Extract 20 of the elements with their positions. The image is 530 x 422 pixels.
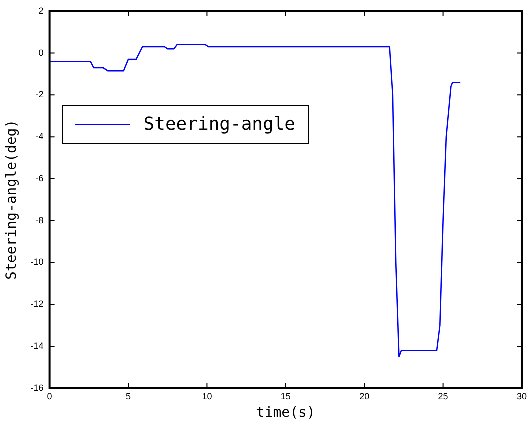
y-tick-label: 2 — [38, 6, 44, 16]
y-tick-label: -6 — [36, 173, 44, 184]
x-tick-label: 5 — [126, 391, 132, 402]
y-tick-label: -10 — [30, 257, 44, 268]
x-tick-label: 20 — [360, 391, 370, 402]
x-axis-title: time(s) — [256, 405, 316, 422]
y-tick-label: -12 — [30, 299, 44, 310]
legend-label: Steering-angle — [144, 114, 296, 135]
x-tick-label: 10 — [202, 391, 212, 402]
y-tick-label: -2 — [36, 90, 44, 100]
y-tick-label: -16 — [30, 382, 44, 393]
y-tick-label: -8 — [36, 215, 44, 226]
y-axis-title: Steering-angle(deg) — [4, 120, 20, 280]
y-tick-label: -14 — [30, 340, 44, 351]
y-tick-label: -4 — [36, 132, 44, 142]
x-tick-label: 25 — [438, 391, 448, 402]
y-tick-label: 0 — [38, 48, 44, 58]
x-tick-label: 15 — [280, 391, 291, 402]
x-tick-label: 0 — [47, 391, 52, 402]
x-tick-label: 30 — [516, 391, 527, 402]
